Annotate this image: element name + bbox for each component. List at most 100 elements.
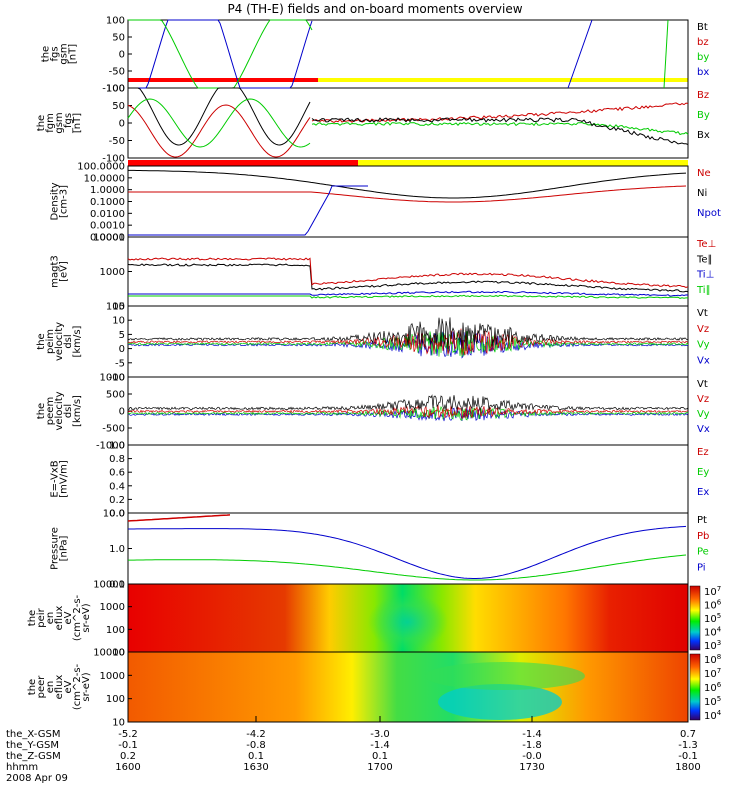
legend-Pi: Pi (697, 562, 706, 573)
y-tick-label: 10.0000 (84, 173, 125, 184)
velocity-5-green (127, 406, 689, 421)
y-axis-label-line: dsl (63, 404, 74, 418)
x-axis-row-label: the_Y-GSM (6, 740, 59, 751)
panel-frame-2 (127, 165, 689, 238)
chart-title: P4 (TH-E) fields and on-board moments ov… (227, 2, 522, 16)
colorbar-label: 107 (704, 585, 721, 598)
y-axis-label-line: (cm^2-s- (72, 663, 83, 710)
y-tick-label: 0 (119, 119, 125, 130)
x-axis-value: -1.3 (678, 740, 698, 751)
y-axis-label-line: eV (63, 611, 74, 624)
legend-Npot: Npot (697, 208, 721, 219)
legend-Bt: Bt (697, 22, 708, 33)
legend-Te∥: Te∥ (696, 254, 713, 265)
pressure-pi-line (128, 525, 687, 579)
y-axis-label-line: sr-eV) (81, 603, 92, 632)
y-tick-label: 50 (112, 101, 125, 112)
pressure-pe-line (128, 554, 687, 581)
y-tick-label: 10000 (93, 648, 125, 659)
panel-frame-6 (127, 444, 689, 514)
y-tick-label: -500 (102, 424, 125, 435)
temp-te-par-line (127, 263, 689, 293)
y-tick-label: 100 (106, 16, 125, 27)
x-axis-value: 0.1 (372, 751, 388, 762)
x-axis-value: 1800 (675, 762, 700, 773)
electron-spectrogram (128, 652, 688, 722)
y-axis-label-line: eflux (54, 606, 65, 631)
x-axis-value: 1600 (115, 762, 140, 773)
y-axis-label-line: peer (36, 675, 47, 699)
y-tick-label: -50 (109, 67, 125, 78)
y-axis-label-line: velocity (54, 391, 65, 430)
y-axis-label-line: (cm^2-s- (72, 594, 83, 641)
quality-bar-red-top (128, 78, 318, 82)
y-tick-label: 1.0000 (90, 185, 125, 196)
x-axis-row-label: the_X-GSM (6, 729, 60, 740)
y-tick-label: 0 (119, 407, 125, 418)
y-axis-label-line: the (27, 610, 38, 626)
y-axis-label-line: the (36, 333, 47, 349)
y-axis-label-line: [mV/m] (59, 460, 70, 498)
y-axis-label-line: fgs (50, 46, 61, 61)
ion-spectrogram-core (368, 594, 448, 650)
legend-Vt: Vt (697, 379, 708, 390)
y-tick-label: -100 (102, 84, 125, 95)
y-axis-label-3: magt3[eV] (50, 255, 70, 288)
y-axis-label-line: gsm (54, 112, 65, 133)
y-tick-label: 10.0 (103, 509, 125, 520)
x-axis-row-label: hhmm (6, 762, 38, 773)
y-tick-label: 10 (112, 316, 125, 327)
fgm-bx-line (311, 117, 689, 145)
curves-group (127, 19, 689, 581)
y-axis-label-line: [nT] (72, 113, 83, 133)
velocity-5-red (127, 404, 689, 419)
y-axis-label-line: Density (50, 182, 61, 220)
fgm-by-early (127, 98, 311, 148)
x-axis-value: -1.8 (522, 740, 542, 751)
y-axis-label-line: E=-VxB (50, 460, 61, 497)
y-tick-label: 1000 (100, 602, 125, 613)
y-tick-label: 15 (112, 302, 125, 313)
panel-frame-7 (127, 512, 689, 585)
colorbar-label: 103 (704, 639, 721, 652)
y-tick-label: 10 (112, 648, 125, 659)
y-tick-label: 10000 (93, 580, 125, 591)
y-tick-label: 0.0001 (90, 233, 125, 244)
quality-bar-yellow-top (128, 78, 688, 82)
legend-Vz: Vz (697, 324, 709, 335)
y-axis-label-line: the (27, 679, 38, 695)
y-axis-label-line: peim (45, 329, 56, 354)
density-ne-line (128, 185, 687, 203)
y-axis-label-line: the (41, 46, 52, 62)
legend-Ni: Ni (697, 188, 707, 199)
quality-bar-red (128, 160, 358, 166)
pressure-pb-line (127, 514, 231, 522)
legend-Vx: Vx (697, 424, 710, 435)
colorbar-label: 107 (704, 667, 721, 680)
y-axis-label-line: en (45, 681, 56, 694)
x-axis-value: -1.4 (370, 740, 390, 751)
y-axis-label-line: the (36, 403, 47, 419)
y-axis-label-line: fgm (45, 113, 56, 133)
electron-spectrogram-core (438, 684, 562, 720)
legend-By: By (697, 110, 710, 121)
density-npot-line (128, 185, 368, 236)
y-tick-label: 100 (106, 625, 125, 636)
panel-frame-9 (127, 651, 689, 723)
y-tick-label: 0 (119, 50, 125, 61)
y-tick-label: 100 (106, 694, 125, 705)
y-tick-label: -50 (109, 136, 125, 147)
legend-Bz: Bz (697, 90, 709, 101)
velocity-4-black (127, 317, 689, 349)
y-tick-label: 10 (112, 718, 125, 729)
y-axis-label-line: gsm (59, 43, 70, 64)
legend-Pe: Pe (697, 547, 709, 558)
y-tick-label: -100 (102, 154, 125, 165)
legend-Te⊥: Te⊥ (696, 239, 716, 250)
x-axis-value: -0.8 (246, 740, 266, 751)
